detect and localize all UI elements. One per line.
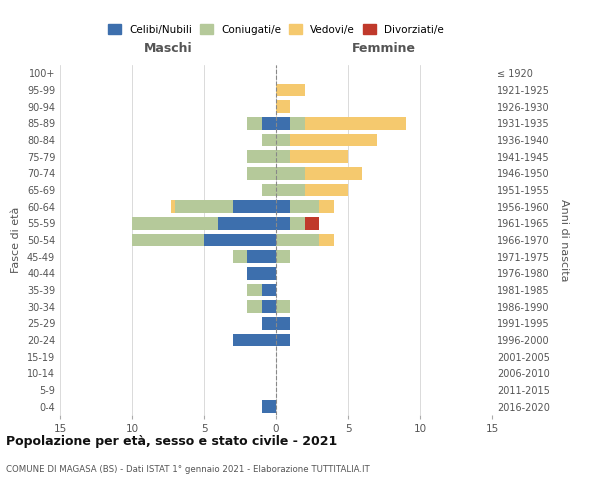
Bar	[290, 217, 305, 230]
Y-axis label: Fasce di età: Fasce di età	[11, 207, 21, 273]
Bar	[175, 200, 233, 213]
Bar	[305, 167, 362, 179]
Text: Maschi: Maschi	[143, 42, 193, 55]
Bar	[290, 117, 305, 130]
Bar	[290, 134, 377, 146]
Bar	[305, 117, 406, 130]
Bar	[204, 234, 276, 246]
Bar	[262, 284, 276, 296]
Text: COMUNE DI MAGASA (BS) - Dati ISTAT 1° gennaio 2021 - Elaborazione TUTTITALIA.IT: COMUNE DI MAGASA (BS) - Dati ISTAT 1° ge…	[6, 465, 370, 474]
Bar	[171, 200, 175, 213]
Bar	[276, 300, 290, 313]
Text: Femmine: Femmine	[352, 42, 416, 55]
Bar	[290, 200, 319, 213]
Bar	[276, 317, 290, 330]
Bar	[247, 300, 262, 313]
Bar	[247, 150, 276, 163]
Bar	[276, 184, 305, 196]
Bar	[247, 117, 262, 130]
Y-axis label: Anni di nascita: Anni di nascita	[559, 198, 569, 281]
Bar	[305, 184, 348, 196]
Bar	[276, 217, 290, 230]
Bar	[319, 234, 334, 246]
Bar	[247, 250, 276, 263]
Bar	[247, 284, 262, 296]
Bar	[290, 150, 348, 163]
Bar	[247, 267, 276, 280]
Bar	[276, 200, 290, 213]
Bar	[262, 117, 276, 130]
Bar	[262, 317, 276, 330]
Bar	[276, 100, 290, 113]
Bar	[233, 250, 247, 263]
Bar	[233, 200, 276, 213]
Bar	[276, 250, 290, 263]
Bar	[262, 300, 276, 313]
Bar	[132, 217, 218, 230]
Bar	[247, 167, 276, 179]
Bar	[233, 334, 276, 346]
Bar	[276, 334, 290, 346]
Text: Popolazione per età, sesso e stato civile - 2021: Popolazione per età, sesso e stato civil…	[6, 435, 337, 448]
Bar	[276, 84, 305, 96]
Bar	[262, 134, 276, 146]
Bar	[305, 217, 319, 230]
Bar	[276, 167, 305, 179]
Bar	[262, 184, 276, 196]
Bar	[218, 217, 276, 230]
Bar	[276, 117, 290, 130]
Bar	[276, 234, 319, 246]
Bar	[132, 234, 204, 246]
Bar	[276, 150, 290, 163]
Bar	[276, 134, 290, 146]
Legend: Celibi/Nubili, Coniugati/e, Vedovi/e, Divorziati/e: Celibi/Nubili, Coniugati/e, Vedovi/e, Di…	[105, 21, 447, 38]
Bar	[262, 400, 276, 413]
Bar	[319, 200, 334, 213]
